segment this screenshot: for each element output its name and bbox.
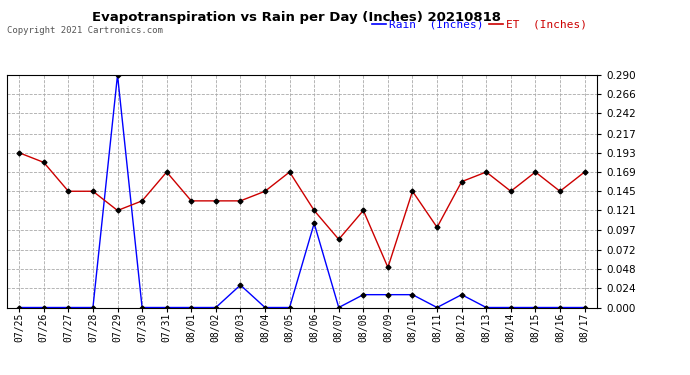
Text: Copyright 2021 Cartronics.com: Copyright 2021 Cartronics.com (7, 26, 163, 35)
Legend: Rain  (Inches), ET  (Inches): Rain (Inches), ET (Inches) (368, 15, 591, 34)
Text: Evapotranspiration vs Rain per Day (Inches) 20210818: Evapotranspiration vs Rain per Day (Inch… (92, 11, 501, 24)
